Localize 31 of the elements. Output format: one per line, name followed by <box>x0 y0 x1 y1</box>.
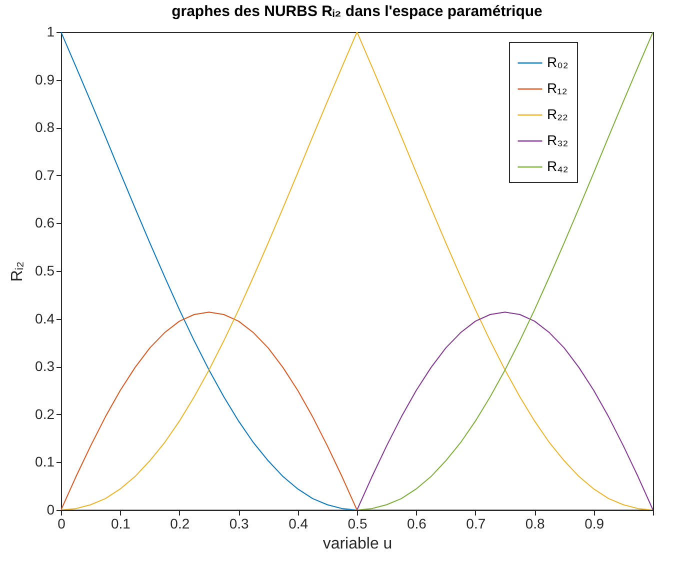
y-tick-label: 0.8 <box>35 119 55 136</box>
y-tick-label: 0.4 <box>35 310 55 326</box>
x-tick-label: 0.2 <box>170 516 190 532</box>
x-tick-label: 0.1 <box>110 516 131 532</box>
y-tick-label: 1 <box>46 24 55 40</box>
legend-label: R₂₂ <box>547 106 568 122</box>
y-tick-label: 0.6 <box>35 214 55 231</box>
x-tick-label: 0 <box>58 516 66 532</box>
x-tick-label: 0.3 <box>229 516 250 532</box>
y-tick-label: 0.7 <box>35 166 55 183</box>
legend-label: R₁₂ <box>547 80 568 96</box>
x-tick-label: 0.8 <box>525 516 546 532</box>
y-tick-label: 0 <box>46 502 55 518</box>
y-axis-title: Rᵢ₂ <box>9 261 26 282</box>
legend-label: R₃₂ <box>547 132 568 148</box>
x-tick-label: 0.9 <box>584 516 604 532</box>
y-tick-label: 0.5 <box>35 262 55 278</box>
line-series <box>61 32 358 510</box>
chart-title: graphes des NURBS Rᵢ₂ dans l'espace paramétrique <box>172 3 542 20</box>
y-tick-label: 0.3 <box>35 358 55 374</box>
line-series <box>356 312 653 510</box>
legend-label: R₀₂ <box>547 54 568 70</box>
x-tick-label: 0.6 <box>406 516 427 532</box>
y-tick-label: 0.1 <box>35 454 55 470</box>
y-tick-label: 0.9 <box>35 71 55 88</box>
y-tick-label: 0.2 <box>35 406 55 422</box>
x-tick-label: 0.5 <box>348 516 368 532</box>
legend-label: R₄₂ <box>547 158 568 174</box>
x-tick-label: 0.7 <box>466 516 486 532</box>
x-tick-label: 0.4 <box>288 516 308 532</box>
x-axis-title: variable u <box>322 536 392 552</box>
